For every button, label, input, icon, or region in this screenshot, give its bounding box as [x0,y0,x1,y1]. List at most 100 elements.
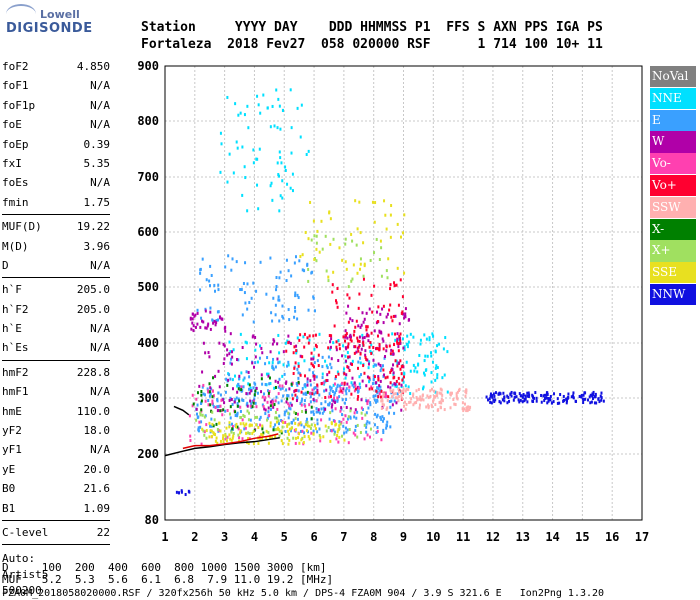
echo-point-nnw [600,396,603,400]
legend-item-vo-: Vo+ [650,174,696,197]
param-value: 22 [96,525,110,539]
echo-point-nne [430,380,433,384]
y-tick-label: 800 [137,114,159,128]
echo-point-vo- [398,342,401,346]
echo-point-ssw [464,394,467,398]
panel-separator [2,359,110,361]
echo-point-sse [300,438,303,442]
echo-point-nne [401,337,404,341]
echo-point-vo- [214,406,217,410]
echo-point-x- [236,425,239,429]
echo-point-nnw [180,490,183,494]
echo-point-nne [425,368,428,372]
echo-point-e [344,389,347,393]
echo-point-vo- [359,352,362,356]
echo-point-e [269,256,272,260]
echo-point-nne [256,183,259,187]
echo-point-w [269,350,272,354]
echo-point-vo- [368,345,371,349]
echo-point-w [227,378,230,382]
echo-point-vo- [355,319,358,323]
echo-point-nnw [549,398,552,402]
echo-point-vo- [377,395,380,399]
echo-point-sse [269,424,272,428]
echo-point-e [197,429,200,433]
echo-point-nne [267,372,270,376]
x-tick-label: 2 [191,530,198,544]
echo-point-e [381,419,384,423]
echo-point-vo- [337,372,340,376]
echo-point-e [283,372,286,376]
echo-point-ssw [441,399,444,403]
echo-point-nnw [494,391,497,395]
trace-black-profile [164,437,280,457]
echo-point-vo- [297,364,300,368]
echo-point-e [281,304,284,308]
echo-point-e [381,415,384,419]
echo-point-w [316,388,319,392]
echo-point-e [382,428,385,432]
echo-point-w [397,345,400,349]
param-row: foE N/A [2,115,110,134]
echo-point-nne [269,184,272,188]
echo-point-e [316,359,319,363]
echo-point-vo- [304,404,307,408]
echo-point-nne [305,152,308,156]
echo-point-w [288,387,291,391]
echo-point-sse [275,420,278,424]
echo-point-e [284,430,287,434]
echo-point-nne [257,103,260,107]
echo-point-nne [220,142,223,146]
echo-point-x- [208,390,211,394]
echo-point-sse [297,436,300,440]
echo-point-w [344,329,347,333]
echo-point-ssw [427,406,430,410]
echo-point-x- [324,234,327,238]
echo-point-vo- [362,364,365,368]
echo-point-x- [332,237,335,241]
echo-point-vo- [226,435,229,439]
echo-point-sse [337,428,340,432]
echo-point-w [223,357,226,361]
echo-point-x- [309,426,312,430]
echo-point-w [349,407,352,411]
echo-point-nne [276,161,279,165]
echo-point-vo- [398,388,401,392]
y-tick-label: 300 [137,391,159,405]
echo-point-w [216,409,219,413]
echo-point-x- [290,382,293,386]
echo-point-nne [233,374,236,378]
echo-point-x- [315,234,318,238]
echo-point-x- [310,417,313,421]
echo-point-vo- [335,340,338,344]
echo-point-nnw [535,399,538,403]
echo-point-ssw [400,394,403,398]
echo-point-nne [278,360,281,364]
echo-point-vo- [368,387,371,391]
echo-point-e [373,423,376,427]
echo-point-nnw [184,493,187,497]
echo-point-e [343,431,346,435]
echo-point-vo- [328,370,331,374]
echo-point-vo- [331,290,334,294]
echo-point-nne [413,369,416,373]
echo-point-x- [307,279,310,283]
param-row: foF2 4.850 [2,57,110,76]
echo-point-nne [436,344,439,348]
echo-point-vo- [357,386,360,390]
echo-point-sse [265,429,268,433]
echo-point-nne [425,337,428,341]
echo-point-vo- [347,441,350,445]
echo-point-ssw [456,397,459,401]
param-value: N/A [90,385,110,399]
echo-point-nnw [510,390,513,394]
echo-point-sse [356,227,359,231]
echo-point-w [380,331,383,335]
echo-point-vo- [357,306,360,310]
echo-point-sse [219,429,222,433]
echo-point-ssw [432,398,435,402]
echo-point-e [343,401,346,405]
echo-point-nnw [506,394,509,398]
echo-point-vo- [191,404,194,408]
echo-point-x- [200,389,203,393]
